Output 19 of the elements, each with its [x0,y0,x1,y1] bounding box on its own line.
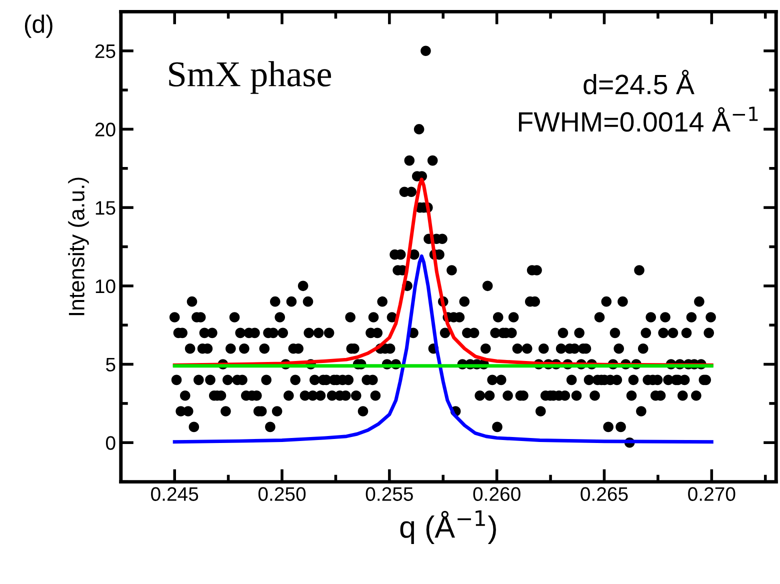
x-axis-title: q (Å$^{−1}$) [400,510,496,544]
x-tick-label: 0.250 [258,487,306,501]
y-axis-title: Intensity (a.u.) [68,178,89,316]
x-tick-label: 0.245 [151,487,198,501]
x-tick-label: 0.270 [688,487,736,501]
x-tick-label: 0.255 [366,487,413,501]
line-series [172,254,714,444]
x-tick-label: 0.260 [473,487,520,501]
annotation: FWHM=0.0014 Å$^{−1}$ [518,106,758,132]
text: (d) [24,14,52,38]
y-tick-label: 25 [95,44,116,58]
y-tick-label: 10 [96,279,116,294]
y-tick-label: 15 [96,201,116,215]
annotation: SmX phase [169,61,332,94]
annotation: d=24.5 Å [584,70,694,94]
y-tick-label: 20 [95,122,116,136]
x-tick-label: 0.265 [580,487,628,501]
y-tick-label: 0 [106,436,116,450]
y-tick-label: 5 [106,358,116,372]
